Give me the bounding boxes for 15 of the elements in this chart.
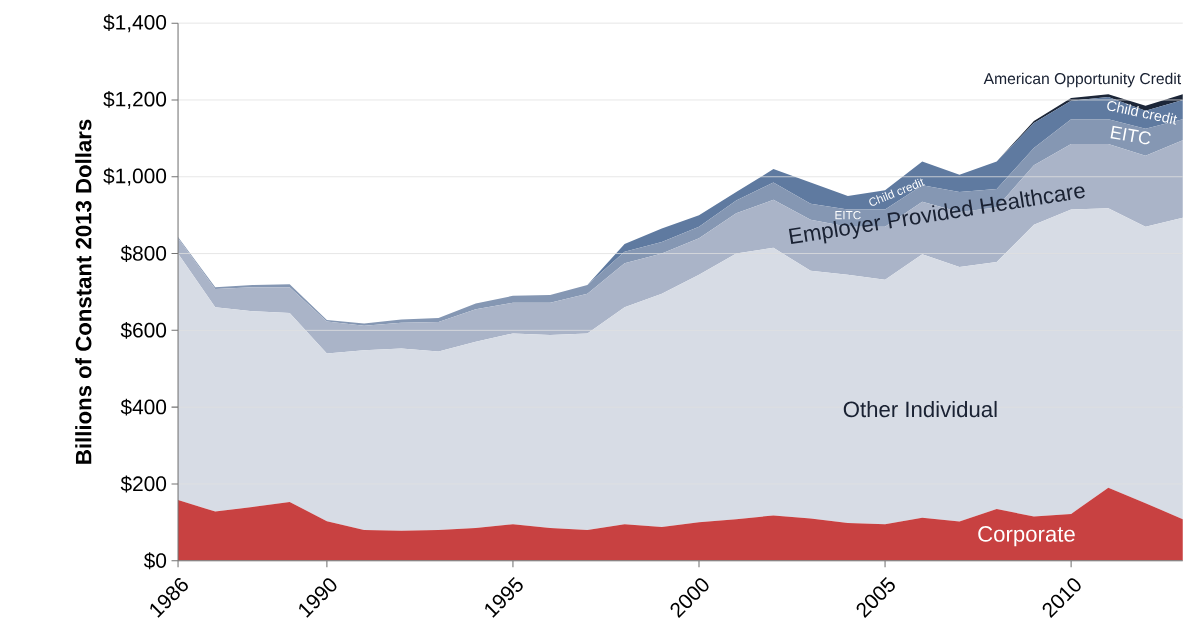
series-label: Corporate <box>978 526 1075 547</box>
y-tick-label: $1,000 <box>103 167 167 186</box>
y-tick-label: $200 <box>120 475 167 493</box>
y-tick-label: $0 <box>143 552 167 570</box>
y-axis-title: Billions of Constant 2013 Dollars <box>75 119 92 464</box>
annotation: EITC <box>835 210 861 220</box>
y-tick-label: $1,200 <box>103 90 167 109</box>
series-label: EITC <box>1110 125 1151 145</box>
series-label: Other Individual <box>843 400 997 418</box>
y-tick-label: $1,400 <box>103 14 167 33</box>
y-tick-label: $400 <box>120 398 167 416</box>
y-tick-label: $800 <box>120 245 167 262</box>
series-label: American Opportunity Credit <box>983 72 1182 88</box>
series-label: Child credit <box>1107 100 1178 125</box>
y-tick-label: $600 <box>120 321 167 339</box>
